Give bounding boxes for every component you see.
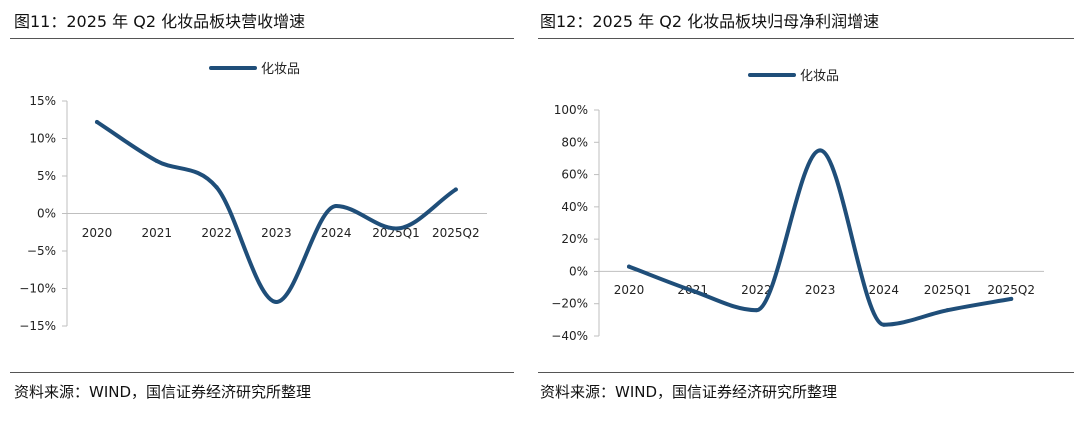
y-tick-label: −40%	[551, 329, 588, 343]
y-tick-label: 15%	[29, 94, 56, 108]
y-tick-label: 0%	[569, 264, 588, 278]
x-tick-label: 2020	[82, 226, 113, 240]
y-tick-label: 10%	[29, 132, 56, 146]
source-note: 资料来源：WIND，国信证券经济研究所整理	[540, 383, 838, 401]
top-divider	[538, 38, 1074, 39]
data-point	[627, 264, 631, 269]
bottom-divider	[538, 372, 1074, 373]
y-tick-label: 60%	[561, 168, 588, 182]
legend-label: 化妆品	[800, 69, 839, 84]
x-tick-label: 2025Q1	[924, 283, 972, 297]
data-point	[754, 308, 759, 313]
x-tick-label: 2025Q2	[987, 283, 1035, 297]
data-point	[690, 288, 695, 293]
y-tick-label: 0%	[37, 207, 56, 221]
data-point	[1009, 296, 1014, 301]
data-point	[95, 120, 99, 124]
revenue-growth-panel: 图11：2025 年 Q2 化妆品板块营收增速 化妆品 15% 10% 5% 0% −5%…	[0, 0, 520, 430]
y-tick-label: −5%	[27, 244, 56, 258]
x-tick-label: 2020	[614, 283, 645, 297]
chart-title: 图12：2025 年 Q2 化妆品板块归母净利润增速	[540, 12, 880, 31]
x-tick-label: 2022	[741, 283, 772, 297]
y-tick-label: 20%	[561, 232, 588, 246]
x-tick-label: 2022	[201, 226, 232, 240]
profit-growth-panel: 图12：2025 年 Q2 化妆品板块归母净利润增速 化妆品 100% 80% 60%…	[538, 0, 1080, 430]
y-tick-label: 80%	[561, 135, 588, 149]
data-point	[394, 226, 398, 231]
x-tick-label: 2025Q1	[372, 226, 420, 240]
data-point	[881, 322, 886, 327]
x-tick-label: 2021	[142, 226, 173, 240]
y-tick-label: 5%	[37, 169, 56, 183]
data-point	[818, 148, 823, 153]
y-tick-label: 40%	[561, 200, 588, 214]
source-note: 资料来源：WIND，国信证券经济研究所整理	[14, 383, 312, 401]
y-tick-label: −10%	[19, 282, 56, 296]
data-point	[453, 187, 458, 192]
y-tick-label: −15%	[19, 319, 56, 333]
x-tick-label: 2023	[805, 283, 836, 297]
top-divider	[10, 38, 514, 39]
y-tick-label: −20%	[551, 297, 588, 311]
revenue-growth-chart: 化妆品 15% 10% 5% 0% −5% −10% −15% 2020 2021 2022 2023…	[19, 62, 487, 333]
profit-growth-chart: 化妆品100%80%60%40%20%0%−20%−40%20202021202…	[551, 69, 1044, 343]
series-line	[95, 120, 458, 304]
x-tick-label: 2023	[261, 226, 292, 240]
legend-label: 化妆品	[261, 62, 300, 77]
y-tick-label: 100%	[554, 103, 588, 117]
data-point	[334, 204, 339, 208]
series-line	[627, 148, 1014, 327]
data-point	[945, 308, 950, 313]
x-tick-label: 2025Q2	[432, 226, 480, 240]
x-tick-label: 2024	[869, 283, 900, 297]
data-point	[274, 300, 279, 304]
data-point	[154, 159, 159, 163]
data-point	[214, 185, 219, 190]
chart-title: 图11：2025 年 Q2 化妆品板块营收增速	[14, 12, 306, 31]
bottom-divider	[10, 372, 514, 373]
legend: 化妆品	[748, 69, 839, 84]
x-tick-label: 2024	[321, 226, 352, 240]
legend: 化妆品	[209, 62, 300, 77]
